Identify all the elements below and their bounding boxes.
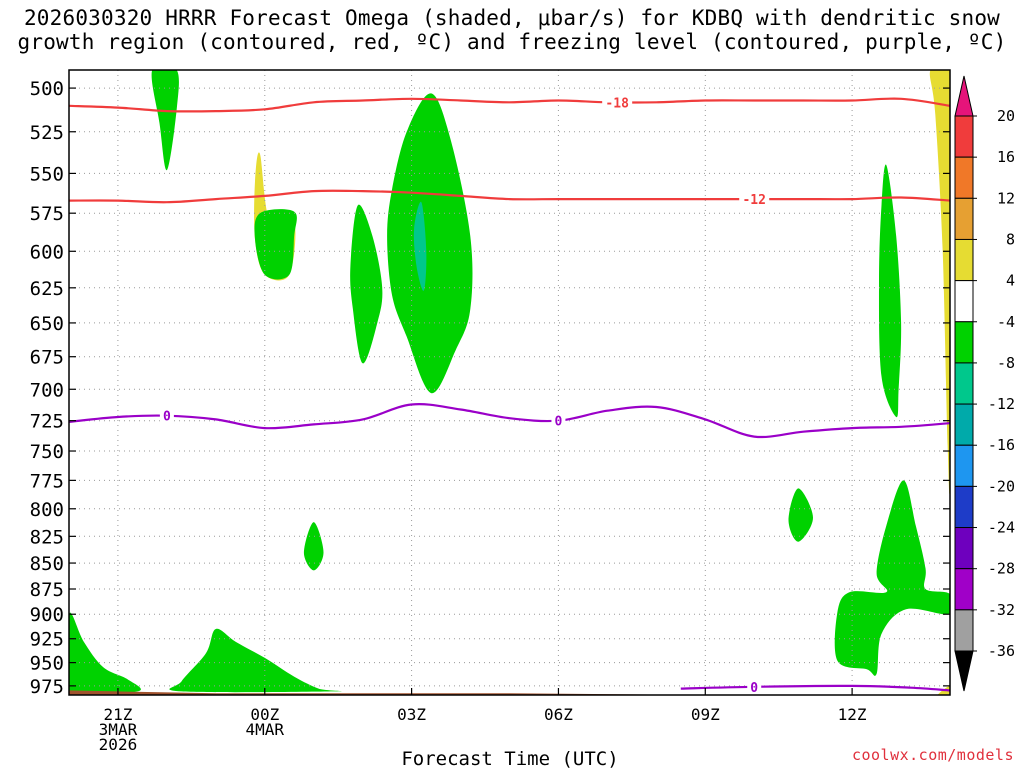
- y-tick-label: 700: [30, 379, 64, 401]
- omega-region-4: [387, 93, 473, 394]
- chart-title: 2026030320 HRRR Forecast Omega (shaded, …: [0, 6, 1024, 54]
- x-tick-label: 06Z: [544, 705, 573, 724]
- omega-region-9: [929, 70, 950, 494]
- colorbar-bin-3: [954, 238, 974, 282]
- colorbar-label: -4: [997, 313, 1015, 331]
- colorbar-label: 16: [997, 148, 1015, 166]
- colorbar-label: -28: [988, 560, 1015, 578]
- y-axis: 500 525 550 575 600 625 650 675 700 725 750 775 800 8…: [30, 78, 950, 698]
- plot-frame: [68, 69, 951, 696]
- terrain: [69, 690, 950, 695]
- y-tick-label: 825: [30, 526, 64, 548]
- gridlines: [69, 70, 950, 695]
- colorbar-bin-6: [954, 362, 974, 405]
- omega-region-5: [413, 201, 427, 291]
- contour-line-0: [69, 97, 950, 113]
- y-tick-label: 675: [30, 347, 64, 369]
- y-tick-label: 625: [30, 278, 64, 300]
- omega-region-12: [69, 612, 141, 695]
- contour-line-3: [680, 684, 950, 692]
- contour-label-bg: [551, 413, 566, 428]
- colorbar-bin-4: [954, 280, 974, 323]
- omega-region-13: [169, 628, 342, 693]
- colorbar-bin-10: [954, 527, 974, 570]
- contour-line-1: [69, 189, 950, 204]
- y-tick-label: 850: [30, 553, 64, 575]
- contour-label-2-0: 0: [163, 410, 171, 425]
- colorbar-bin-7: [954, 403, 974, 446]
- y-tick-label: 550: [30, 163, 64, 185]
- y-tick-label: 950: [30, 653, 64, 675]
- omega-region-6: [303, 522, 324, 571]
- terrain-fill: [69, 690, 950, 695]
- colorbar-label: -16: [988, 436, 1015, 454]
- x-axis-label: Forecast Time (UTC): [401, 748, 618, 768]
- x-tick-label: 12Z: [838, 705, 867, 724]
- contour-label-bg: [602, 95, 633, 110]
- x-tick-label: 00Z: [250, 705, 279, 724]
- title-line-1: 2026030320 HRRR Forecast Omega (shaded, …: [23, 6, 1001, 30]
- y-tick-label: 925: [30, 629, 64, 651]
- omega-shading: [69, 70, 950, 695]
- colorbar-bin-11: [954, 568, 974, 611]
- colorbar-bin-9: [954, 485, 974, 529]
- contour-label-bg: [747, 679, 762, 694]
- colorbar-label: -8: [997, 354, 1015, 372]
- colorbar-label: -32: [988, 601, 1015, 619]
- contour-line-2: [69, 403, 950, 439]
- colorbar-bin-0: [954, 115, 974, 158]
- x-tick-label: 09Z: [691, 705, 720, 724]
- x-tick-label: 03Z: [397, 705, 426, 724]
- colorbar-label: -12: [988, 395, 1015, 413]
- y-tick-label: 975: [30, 676, 64, 698]
- colorbar-label: 20: [997, 107, 1015, 125]
- y-tick-label: 525: [30, 122, 64, 144]
- omega-region-8: [878, 164, 902, 418]
- colorbar-label: 8: [1006, 230, 1015, 248]
- colorbar-label: -20: [988, 477, 1015, 495]
- y-tick-label: 500: [30, 78, 64, 100]
- x-tick-label: 2026: [99, 735, 138, 754]
- colorbar-label: -36: [988, 642, 1015, 660]
- omega-region-3: [350, 204, 383, 364]
- colorbar-bin-2: [954, 197, 974, 240]
- contour-label-0-0: -18: [605, 96, 629, 111]
- contour-label-bg: [159, 408, 174, 423]
- contours: -18 -12 0 0 0: [69, 95, 950, 695]
- omega-region-11: [834, 480, 950, 676]
- x-tick-label: 21Z: [103, 705, 132, 724]
- colorbar-label: -24: [988, 519, 1015, 537]
- colorbar-bin-12: [954, 609, 974, 652]
- colorbar-label: 4: [1006, 272, 1015, 290]
- y-tick-label: 600: [30, 241, 64, 263]
- omega-region-7: [788, 488, 813, 542]
- x-tick-label: 4MAR: [246, 720, 285, 739]
- credit-text: coolwx.com/models: [851, 746, 1014, 764]
- y-tick-label: 875: [30, 579, 64, 601]
- contour-label-2-1: 0: [555, 415, 563, 430]
- colorbar-bin-5: [954, 321, 974, 364]
- y-tick-label: 800: [30, 499, 64, 521]
- contour-label-1-0: -12: [742, 193, 765, 208]
- y-tick-label: 750: [30, 441, 64, 463]
- y-tick-label: 575: [30, 203, 64, 225]
- colorbar-over-triangle: [954, 75, 974, 117]
- colorbar-label: 12: [997, 189, 1015, 207]
- colorbar-under-triangle: [954, 650, 974, 692]
- y-tick-label: 650: [30, 313, 64, 335]
- y-tick-label: 775: [30, 470, 64, 492]
- title-line-2: growth region (contoured, red, ºC) and f…: [17, 30, 1007, 54]
- omega-region-0: [151, 70, 179, 171]
- contour-label-3-0: 0: [750, 681, 758, 696]
- contour-label-bg: [739, 192, 770, 207]
- colorbar-bin-8: [954, 444, 974, 487]
- colorbar-bin-1: [954, 156, 974, 199]
- omega-region-2: [254, 209, 297, 280]
- y-tick-label: 900: [30, 604, 64, 626]
- colorbar: 20 16 12 8 4 -4 -8 -12 -16 -20 -24 -28 -32 -36: [954, 75, 1015, 692]
- x-tick-label: 3MAR: [99, 720, 138, 739]
- y-tick-label: 725: [30, 411, 64, 433]
